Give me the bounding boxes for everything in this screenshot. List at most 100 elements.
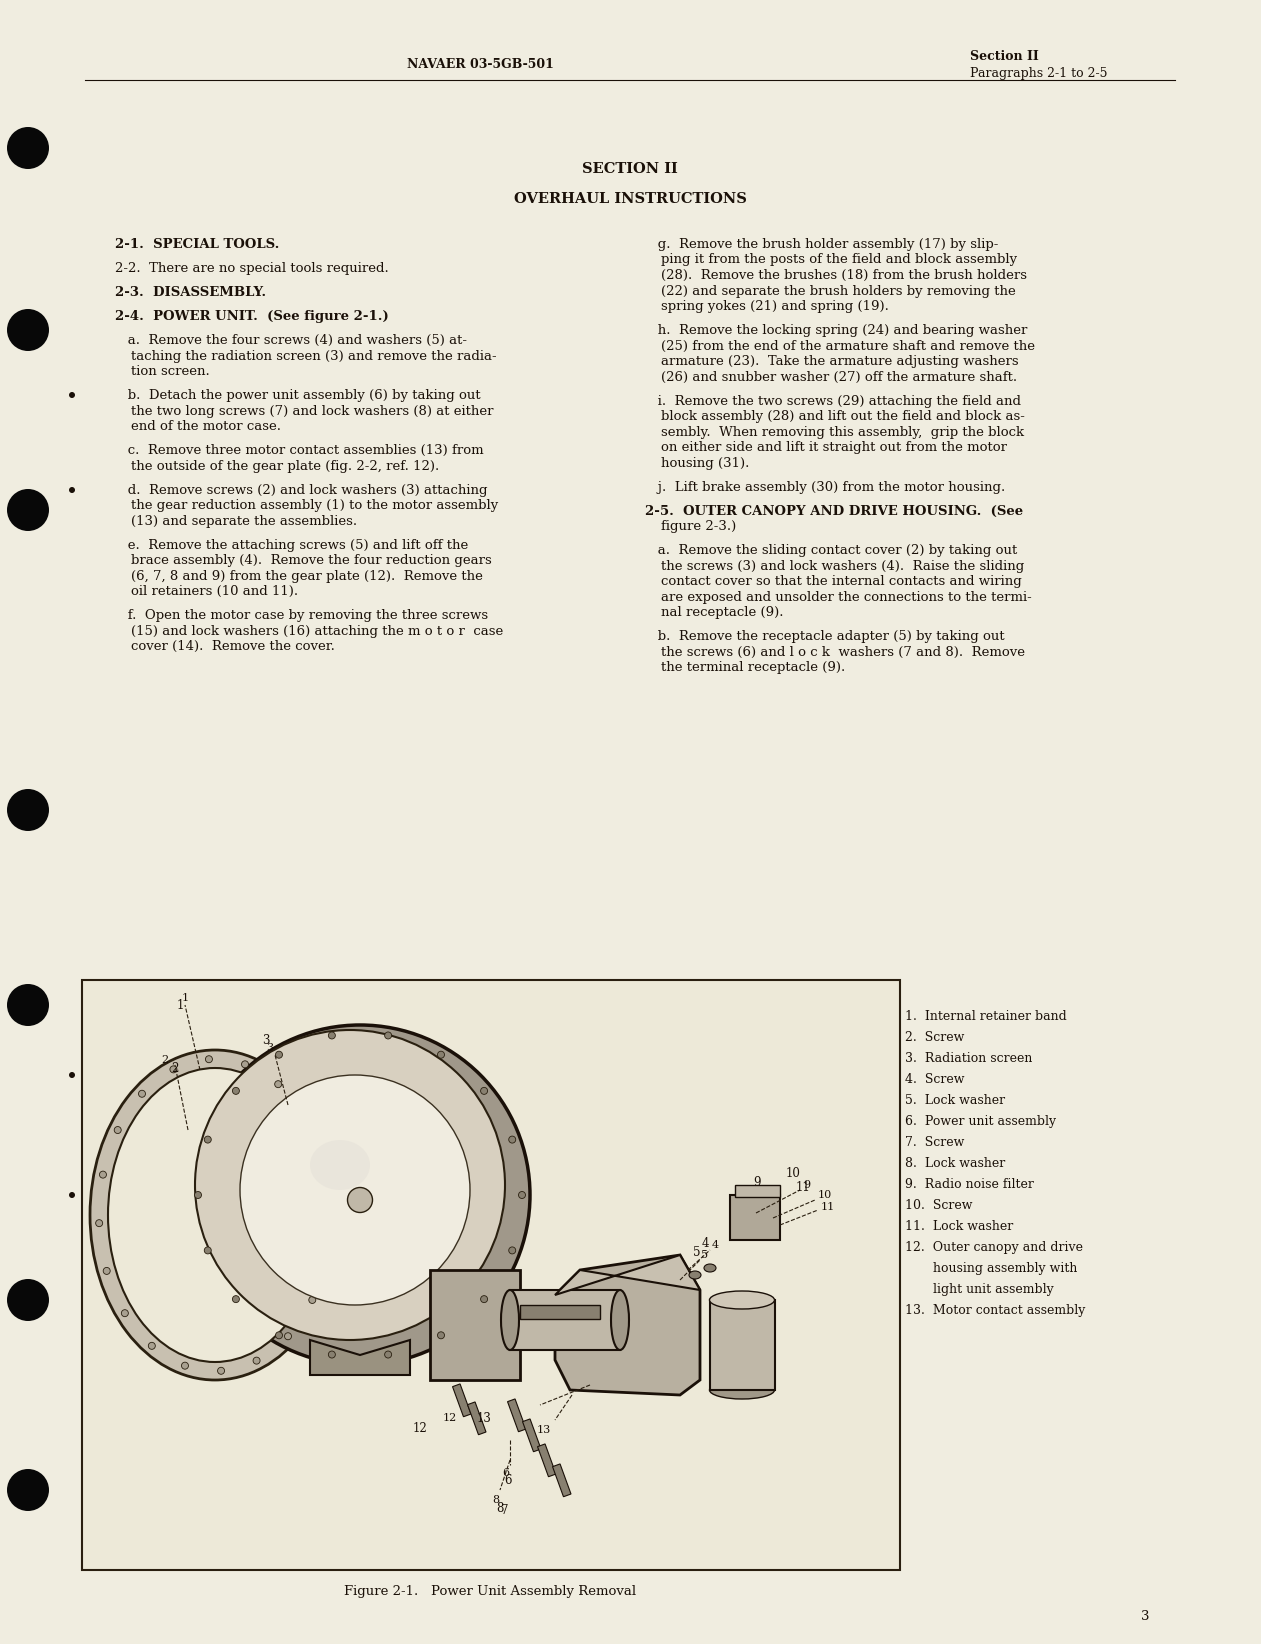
Ellipse shape	[285, 1333, 291, 1340]
Text: (22) and separate the brush holders by removing the: (22) and separate the brush holders by r…	[661, 284, 1016, 298]
Text: 2: 2	[161, 1055, 169, 1065]
Ellipse shape	[8, 1279, 49, 1322]
Ellipse shape	[710, 1291, 774, 1309]
Ellipse shape	[612, 1291, 629, 1350]
Ellipse shape	[328, 1203, 334, 1210]
Text: Section II: Section II	[970, 49, 1039, 62]
Ellipse shape	[100, 1171, 106, 1179]
Text: 13: 13	[477, 1412, 492, 1424]
Text: taching the radiation screen (3) and remove the radia-: taching the radiation screen (3) and rem…	[131, 350, 497, 363]
Ellipse shape	[103, 1268, 110, 1274]
Text: SECTION II: SECTION II	[583, 163, 678, 176]
Text: (13) and separate the assemblies.: (13) and separate the assemblies.	[131, 515, 357, 528]
Text: 5.  Lock washer: 5. Lock washer	[905, 1093, 1005, 1106]
Bar	[468, 1402, 485, 1435]
Text: block assembly (28) and lift out the field and block as-: block assembly (28) and lift out the fie…	[661, 409, 1025, 423]
Text: the outside of the gear plate (fig. 2-2, ref. 12).: the outside of the gear plate (fig. 2-2,…	[131, 460, 439, 472]
Text: 6.  Power unit assembly: 6. Power unit assembly	[905, 1115, 1057, 1128]
Text: oil retainers (10 and 11).: oil retainers (10 and 11).	[131, 585, 298, 598]
Ellipse shape	[232, 1087, 240, 1095]
Ellipse shape	[438, 1332, 444, 1338]
Ellipse shape	[242, 1060, 248, 1069]
Ellipse shape	[8, 1470, 49, 1511]
Ellipse shape	[69, 487, 74, 493]
Text: 3: 3	[266, 1042, 274, 1054]
Ellipse shape	[121, 1310, 129, 1317]
Text: contact cover so that the internal contacts and wiring: contact cover so that the internal conta…	[661, 575, 1021, 589]
Text: 3: 3	[262, 1034, 270, 1047]
Text: 2.  Screw: 2. Screw	[905, 1031, 965, 1044]
Text: 1: 1	[182, 993, 189, 1003]
Text: (15) and lock washers (16) attaching the m o t o r  case: (15) and lock washers (16) attaching the…	[131, 625, 503, 638]
Ellipse shape	[115, 1126, 121, 1133]
Ellipse shape	[689, 1271, 701, 1279]
Ellipse shape	[232, 1295, 240, 1302]
Text: 6: 6	[502, 1468, 509, 1478]
Text: end of the motor case.: end of the motor case.	[131, 421, 281, 432]
Text: a.  Remove the sliding contact cover (2) by taking out: a. Remove the sliding contact cover (2) …	[644, 544, 1018, 557]
Ellipse shape	[204, 1136, 212, 1143]
Ellipse shape	[195, 1031, 504, 1340]
Text: d.  Remove screws (2) and lock washers (3) attaching: d. Remove screws (2) and lock washers (3…	[115, 483, 488, 496]
Text: 12.  Outer canopy and drive: 12. Outer canopy and drive	[905, 1241, 1083, 1254]
Polygon shape	[555, 1254, 700, 1396]
Text: 5: 5	[701, 1249, 709, 1259]
Ellipse shape	[8, 127, 49, 169]
Text: housing assembly with: housing assembly with	[905, 1263, 1077, 1276]
Ellipse shape	[182, 1363, 188, 1369]
Bar	[507, 1399, 526, 1432]
Ellipse shape	[480, 1295, 488, 1302]
Ellipse shape	[8, 789, 49, 830]
Ellipse shape	[309, 1297, 315, 1304]
Text: i.  Remove the two screws (29) attaching the field and: i. Remove the two screws (29) attaching …	[644, 395, 1021, 408]
Ellipse shape	[518, 1192, 526, 1198]
Text: (25) from the end of the armature shaft and remove the: (25) from the end of the armature shaft …	[661, 340, 1035, 352]
Text: the terminal receptacle (9).: the terminal receptacle (9).	[661, 661, 845, 674]
Ellipse shape	[275, 1332, 282, 1338]
Text: 7: 7	[502, 1504, 508, 1516]
Text: g.  Remove the brush holder assembly (17) by slip-: g. Remove the brush holder assembly (17)…	[644, 238, 999, 252]
Ellipse shape	[480, 1087, 488, 1095]
Text: brace assembly (4).  Remove the four reduction gears: brace assembly (4). Remove the four redu…	[131, 554, 492, 567]
Text: armature (23).  Take the armature adjusting washers: armature (23). Take the armature adjusti…	[661, 355, 1019, 368]
Text: housing (31).: housing (31).	[661, 457, 749, 470]
Text: on either side and lift it straight out from the motor: on either side and lift it straight out …	[661, 441, 1008, 454]
Text: 7.  Screw: 7. Screw	[905, 1136, 965, 1149]
Text: (26) and snubber washer (27) off the armature shaft.: (26) and snubber washer (27) off the arm…	[661, 370, 1018, 383]
Text: tion screen.: tion screen.	[131, 365, 209, 378]
Text: 9: 9	[803, 1180, 811, 1190]
Ellipse shape	[385, 1032, 392, 1039]
Text: Figure 2-1.   Power Unit Assembly Removal: Figure 2-1. Power Unit Assembly Removal	[344, 1585, 636, 1598]
Text: 2-2.  There are no special tools required.: 2-2. There are no special tools required…	[115, 261, 388, 275]
Ellipse shape	[301, 1113, 309, 1120]
Text: c.  Remove three motor contact assemblies (13) from: c. Remove three motor contact assemblies…	[115, 444, 484, 457]
Text: 10: 10	[786, 1167, 801, 1179]
Text: 9: 9	[753, 1175, 760, 1189]
Bar	[522, 1419, 541, 1452]
Text: NAVAER 03-5GB-501: NAVAER 03-5GB-501	[406, 58, 554, 71]
Text: the two long screws (7) and lock washers (8) at either: the two long screws (7) and lock washers…	[131, 404, 493, 418]
Text: 13: 13	[537, 1425, 551, 1435]
Text: 4.  Screw: 4. Screw	[905, 1074, 965, 1087]
Text: e.  Remove the attaching screws (5) and lift off the: e. Remove the attaching screws (5) and l…	[115, 539, 468, 552]
Ellipse shape	[710, 1381, 774, 1399]
Text: 10.  Screw: 10. Screw	[905, 1198, 972, 1212]
Text: f.  Open the motor case by removing the three screws: f. Open the motor case by removing the t…	[115, 610, 488, 621]
Text: 5: 5	[694, 1246, 701, 1259]
Text: OVERHAUL INSTRUCTIONS: OVERHAUL INSTRUCTIONS	[513, 192, 747, 206]
Text: ping it from the posts of the field and block assembly: ping it from the posts of the field and …	[661, 253, 1018, 266]
Text: a.  Remove the four screws (4) and washers (5) at-: a. Remove the four screws (4) and washer…	[115, 334, 467, 347]
Ellipse shape	[69, 391, 74, 398]
Ellipse shape	[275, 1080, 281, 1088]
Bar	[453, 1384, 472, 1417]
Text: 4: 4	[701, 1236, 709, 1249]
Text: h.  Remove the locking spring (24) and bearing washer: h. Remove the locking spring (24) and be…	[644, 324, 1028, 337]
Ellipse shape	[149, 1343, 155, 1350]
Text: 11: 11	[796, 1180, 811, 1194]
Ellipse shape	[96, 1220, 102, 1226]
Ellipse shape	[69, 1072, 74, 1078]
Ellipse shape	[194, 1192, 202, 1198]
Polygon shape	[555, 1254, 700, 1295]
Bar	[82, 980, 900, 1570]
Polygon shape	[310, 1340, 410, 1374]
